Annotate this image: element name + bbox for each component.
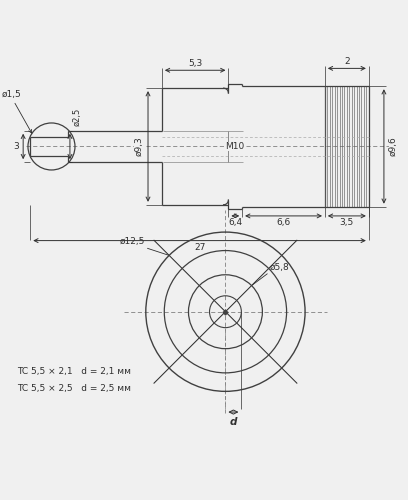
Text: ø12,5: ø12,5 [120, 237, 145, 246]
Text: 6,6: 6,6 [276, 218, 290, 227]
Text: 2: 2 [344, 58, 350, 66]
Text: 3: 3 [13, 142, 19, 151]
Text: 5,3: 5,3 [188, 60, 202, 68]
Text: TC 5,5 × 2,5   d = 2,5 мм: TC 5,5 × 2,5 d = 2,5 мм [17, 384, 131, 393]
Text: ø2,5: ø2,5 [73, 108, 82, 126]
Text: 3,5: 3,5 [340, 218, 354, 227]
Text: 6,4: 6,4 [228, 218, 242, 227]
Text: 27: 27 [194, 242, 205, 252]
Text: ø1,5: ø1,5 [2, 90, 22, 98]
Text: d: d [230, 417, 237, 427]
Text: ø9,3: ø9,3 [134, 136, 143, 156]
Text: ø9,6: ø9,6 [389, 136, 398, 156]
Text: TC 5,5 × 2,1   d = 2,1 мм: TC 5,5 × 2,1 d = 2,1 мм [17, 367, 131, 376]
Text: M10: M10 [225, 142, 244, 151]
Text: ø5,8: ø5,8 [269, 262, 289, 272]
